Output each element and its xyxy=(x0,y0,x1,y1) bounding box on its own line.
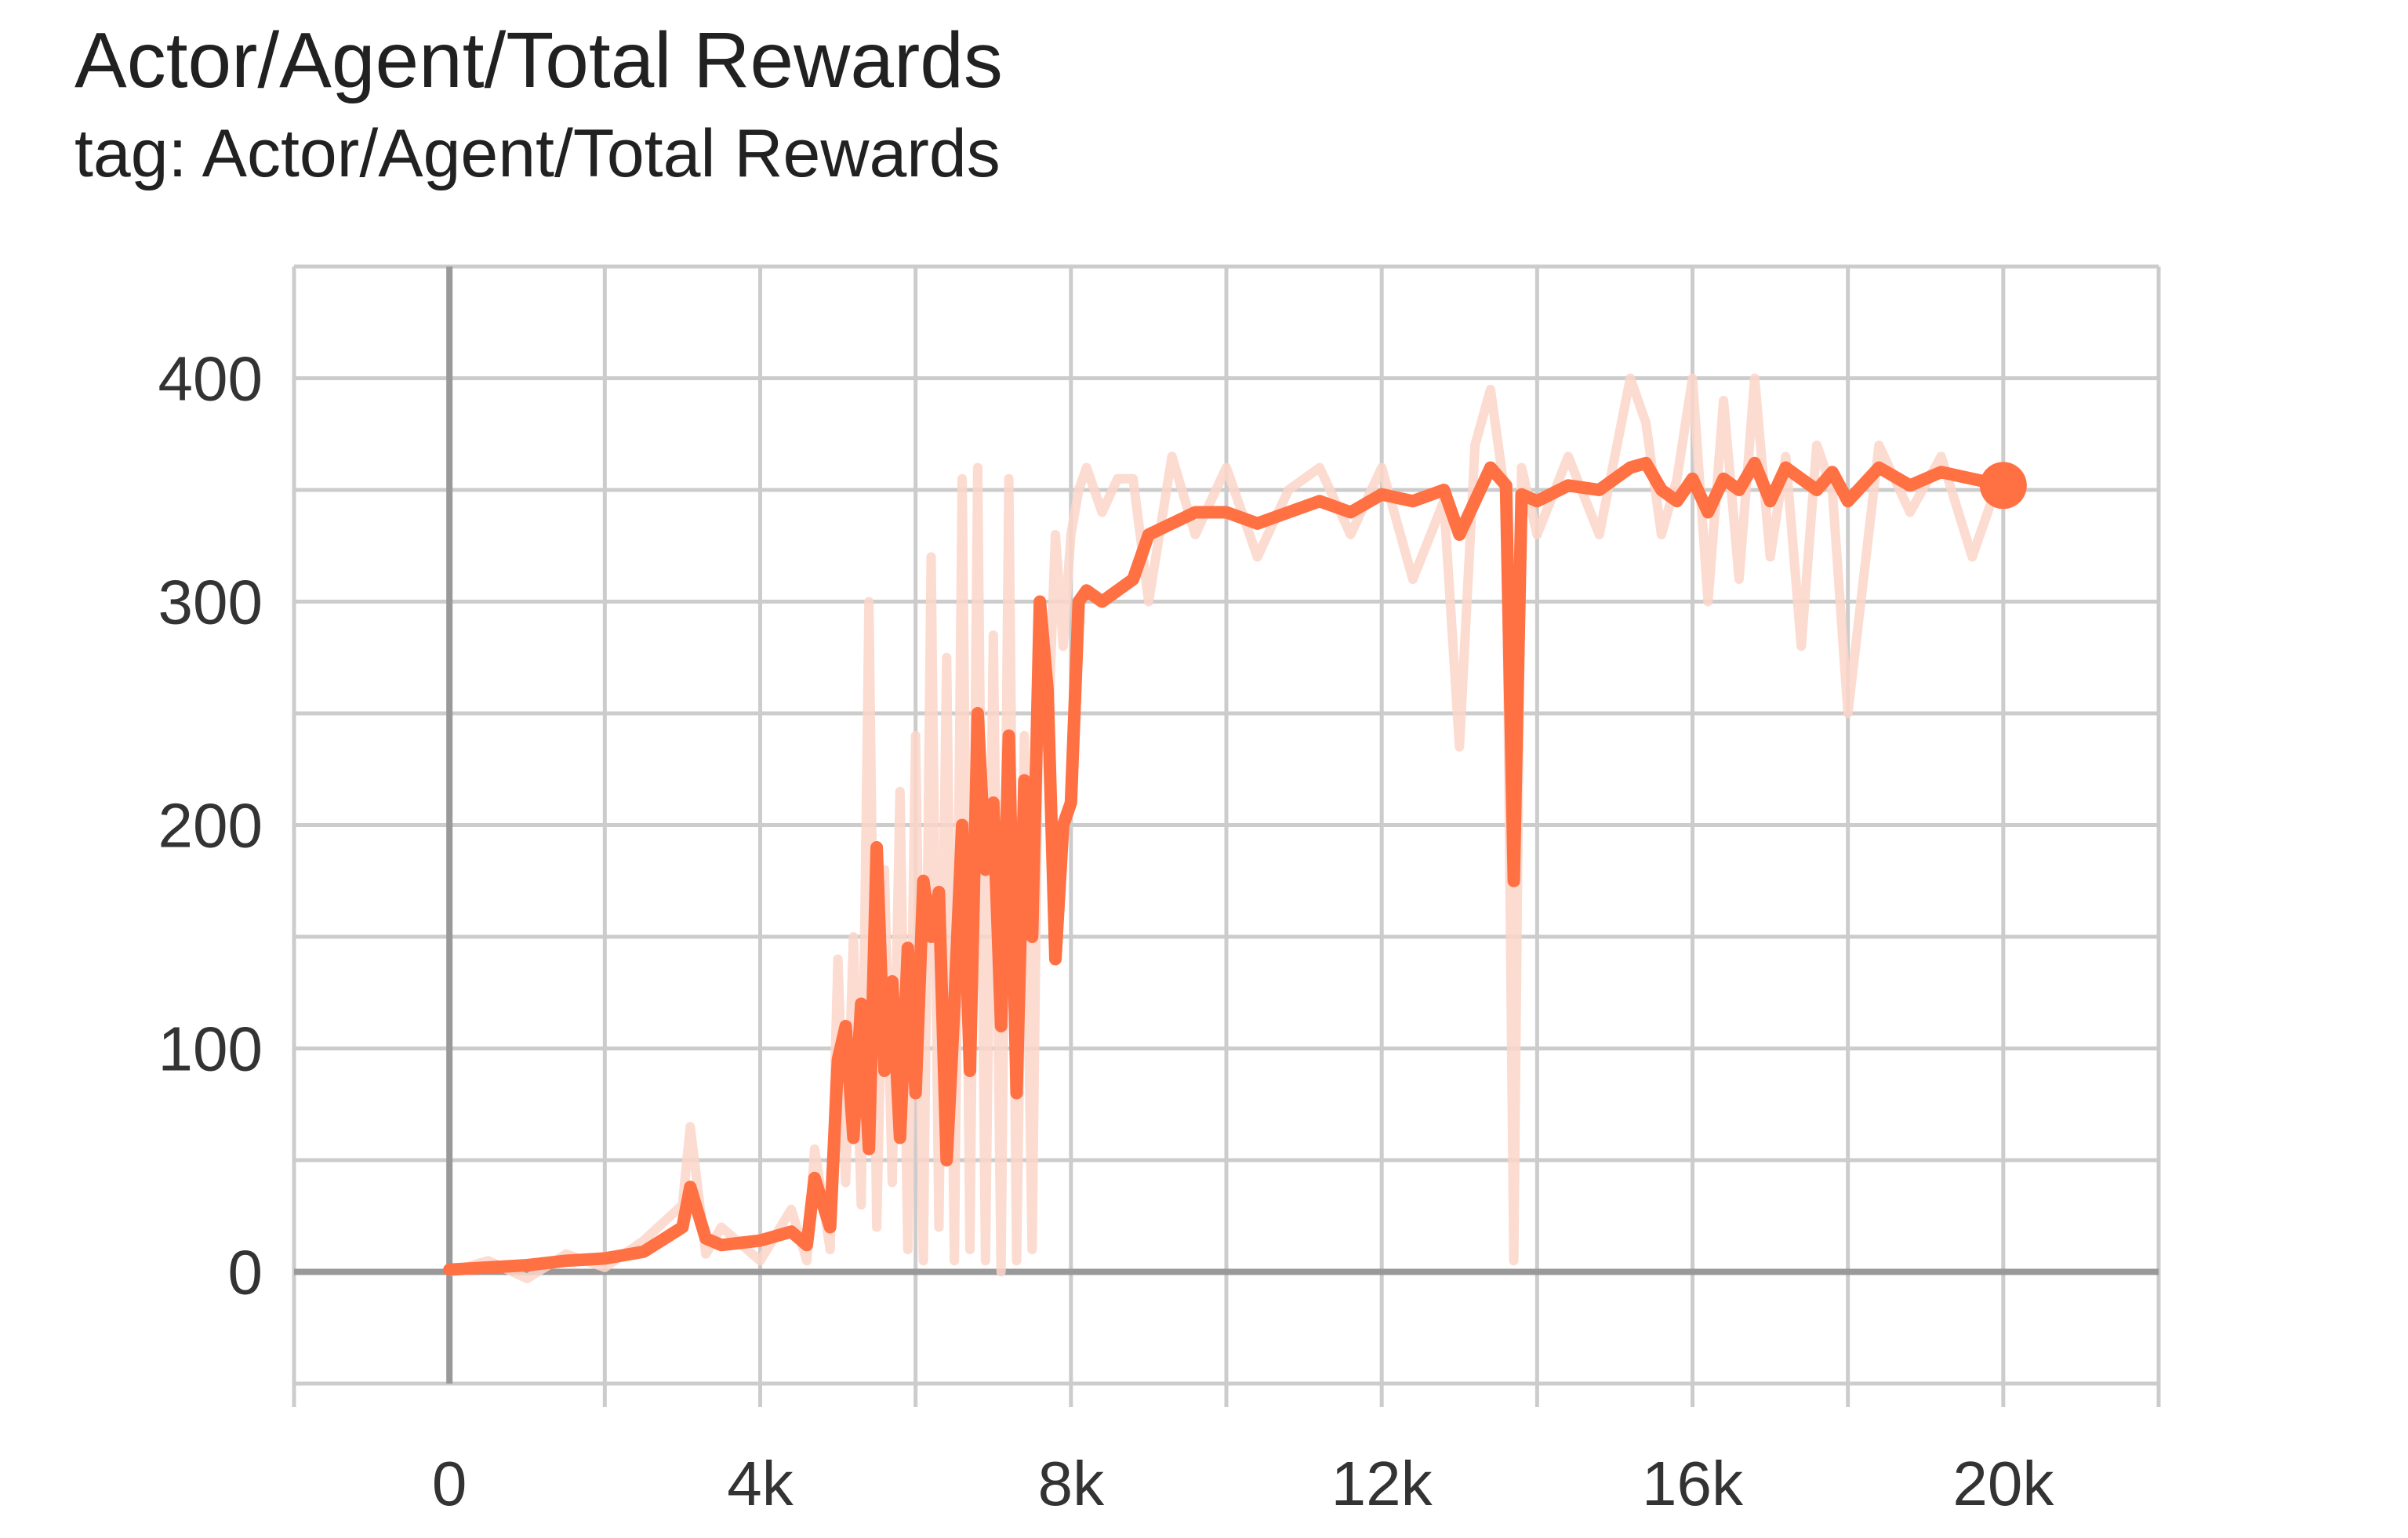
y-tick-label: 0 xyxy=(228,1238,263,1308)
last-point-marker xyxy=(1979,462,2027,510)
y-tick-label: 400 xyxy=(158,344,263,414)
chart-subtitle: tag: Actor/Agent/Total Rewards xyxy=(74,116,1001,191)
x-tick-label: 4k xyxy=(727,1449,794,1518)
x-axis-tick-labels: 0 4k 8k 12k 16k 20k xyxy=(432,1449,2054,1518)
raw-series-layer xyxy=(448,373,2008,1283)
y-axis-tick-labels: 0 100 200 300 400 xyxy=(158,344,263,1308)
y-tick-label: 300 xyxy=(158,568,263,637)
x-tick-label: 8k xyxy=(1038,1449,1105,1518)
grid-lines xyxy=(292,264,2161,1407)
chart-title: Actor/Agent/Total Rewards xyxy=(74,16,1003,104)
x-tick-label: 20k xyxy=(1952,1449,2054,1518)
y-tick-label: 100 xyxy=(158,1014,263,1084)
x-tick-label: 12k xyxy=(1331,1449,1433,1518)
smoothed-series-line xyxy=(443,456,2010,1276)
x-tick-label: 16k xyxy=(1642,1449,1744,1518)
raw-series-line xyxy=(448,373,2008,1283)
smoothed-series-layer xyxy=(443,456,2027,1276)
x-tick-label: 0 xyxy=(432,1449,467,1518)
y-tick-label: 200 xyxy=(158,791,263,861)
